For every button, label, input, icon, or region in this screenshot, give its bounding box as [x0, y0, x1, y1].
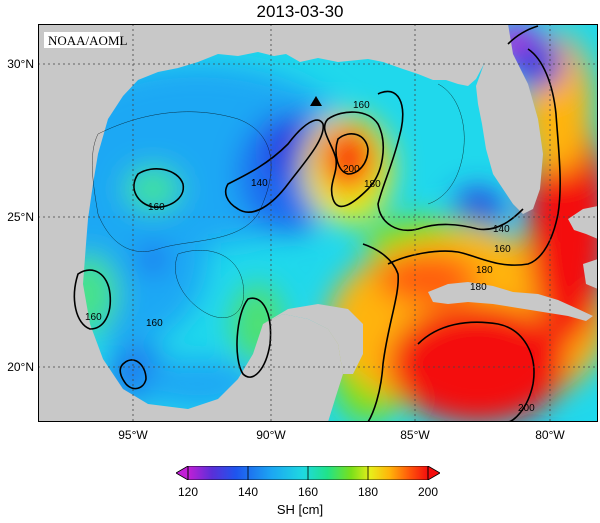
- map-border: [38, 24, 598, 422]
- credit-label: NOAA/AOML: [48, 33, 128, 48]
- contour-label: 140: [493, 224, 510, 235]
- credit-box: [44, 32, 120, 48]
- minor-contours: [91, 83, 465, 318]
- colorbar-title: SH [cm]: [276, 502, 324, 517]
- colorbar-tick-140: 140: [237, 485, 259, 499]
- sea-height-map: 140 160 160 160 180 200 180 160 180 200 …: [38, 24, 598, 422]
- contour-labels: 140 160 160 160 180 200 180 160 180 200 …: [85, 100, 535, 414]
- lon-label-95w: 95°W: [118, 428, 148, 442]
- contour-label: 140: [251, 178, 268, 189]
- contour-label: 200: [343, 164, 360, 175]
- lat-label-30n: 30°N: [7, 57, 34, 71]
- contour-label: 200: [518, 403, 535, 414]
- colorbar-low-arrow: [176, 466, 189, 480]
- station-marker-icon: [310, 96, 322, 106]
- map-panel: 140 160 160 160 180 200 180 160 180 200 …: [38, 24, 598, 422]
- contour-label: 180: [476, 265, 493, 276]
- map-title: 2013-03-30: [256, 2, 344, 21]
- contour-label: 180: [470, 282, 487, 293]
- contour-label: 160: [494, 244, 511, 255]
- contour-label: 160: [148, 202, 165, 213]
- graticule: [38, 24, 598, 422]
- colorbar-high-arrow: [427, 466, 440, 480]
- land-florida: [476, 24, 543, 214]
- lon-label-85w: 85°W: [400, 428, 430, 442]
- land-bahamas: [568, 206, 598, 239]
- colorbar-tick-120: 120: [177, 485, 199, 499]
- contour-label: 160: [85, 312, 102, 323]
- colorbar: [176, 466, 440, 480]
- lat-label-25n: 25°N: [7, 210, 34, 224]
- land-mexico: [38, 244, 343, 422]
- colorbar-tick-180: 180: [357, 485, 379, 499]
- lon-label-80w: 80°W: [535, 428, 565, 442]
- contour-label: 180: [364, 179, 381, 190]
- contour-label: 160: [146, 318, 163, 329]
- land-cuba: [428, 282, 593, 321]
- land-yucatan: [263, 304, 363, 374]
- colorbar-tick-160: 160: [297, 485, 319, 499]
- colorbar-tick-200: 200: [417, 485, 439, 499]
- lat-label-20n: 20°N: [7, 360, 34, 374]
- lon-label-90w: 90°W: [256, 428, 286, 442]
- contour-label: 160: [353, 100, 370, 111]
- land-hispaniola-edge: [583, 259, 598, 289]
